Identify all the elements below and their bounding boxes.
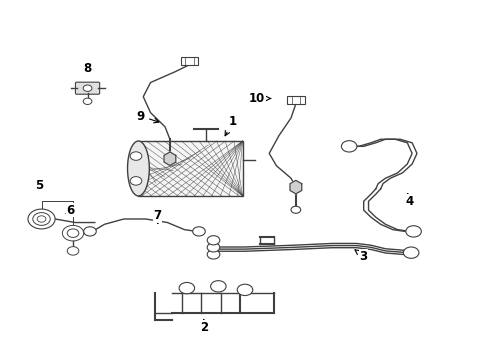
- Circle shape: [207, 236, 220, 245]
- Circle shape: [28, 209, 55, 229]
- Text: 7: 7: [154, 209, 162, 223]
- Circle shape: [193, 227, 205, 236]
- Bar: [287, 96, 305, 104]
- Circle shape: [37, 216, 46, 222]
- Circle shape: [67, 247, 79, 255]
- Circle shape: [211, 281, 226, 292]
- Ellipse shape: [127, 141, 149, 196]
- Circle shape: [342, 141, 357, 152]
- Text: 8: 8: [83, 62, 92, 75]
- Circle shape: [84, 227, 96, 236]
- Text: 6: 6: [66, 204, 74, 217]
- Circle shape: [83, 85, 92, 91]
- Circle shape: [207, 250, 220, 259]
- Text: 4: 4: [406, 194, 414, 208]
- Text: 5: 5: [35, 179, 43, 192]
- Bar: [138, 141, 243, 196]
- Text: 3: 3: [355, 250, 368, 263]
- Polygon shape: [164, 152, 176, 166]
- Circle shape: [179, 283, 195, 294]
- Circle shape: [130, 177, 142, 185]
- Text: 2: 2: [200, 320, 208, 334]
- Circle shape: [403, 247, 419, 258]
- Circle shape: [62, 225, 84, 241]
- Circle shape: [33, 213, 50, 225]
- Circle shape: [291, 206, 301, 213]
- Text: 9: 9: [137, 110, 159, 123]
- Circle shape: [406, 226, 421, 237]
- Text: 1: 1: [225, 115, 237, 136]
- Circle shape: [207, 243, 220, 252]
- Circle shape: [83, 98, 92, 104]
- Bar: [181, 57, 198, 65]
- Polygon shape: [290, 180, 302, 194]
- Text: 10: 10: [249, 92, 270, 105]
- Circle shape: [67, 229, 79, 238]
- Circle shape: [237, 284, 253, 296]
- FancyBboxPatch shape: [75, 82, 99, 94]
- Circle shape: [130, 152, 142, 160]
